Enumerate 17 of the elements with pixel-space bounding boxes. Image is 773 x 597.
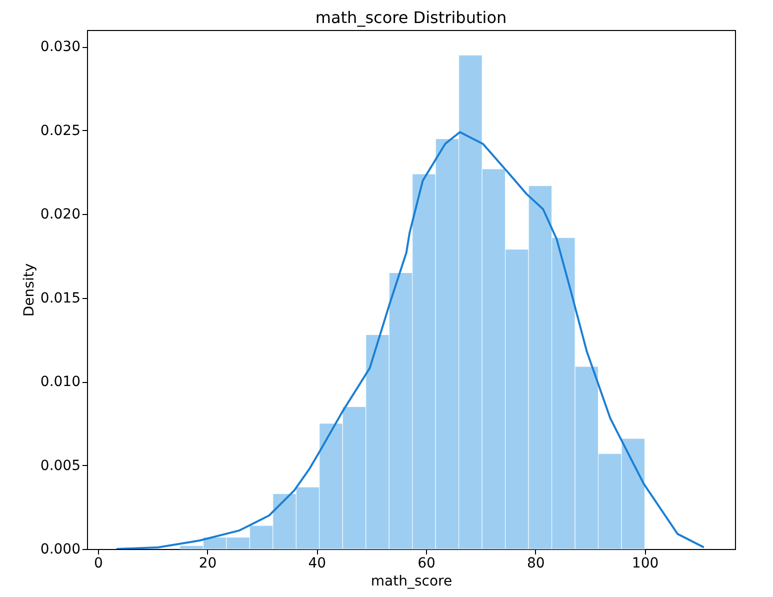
y-tick-label: 0.020 xyxy=(40,206,80,223)
x-tick-label: 100 xyxy=(632,556,659,572)
x-tick-label: 60 xyxy=(418,556,436,572)
x-tick-label: 80 xyxy=(526,556,545,572)
y-tick-label: 0.015 xyxy=(40,290,80,306)
y-tick-label: 0.010 xyxy=(40,374,80,390)
y-tick-label: 0.030 xyxy=(40,39,80,56)
y-tick-label: 0.000 xyxy=(40,542,80,558)
x-tick-label: 20 xyxy=(198,556,217,572)
y-tick-label: 0.005 xyxy=(40,458,80,474)
x-tick-label: 40 xyxy=(308,556,326,572)
x-tick-label: 0 xyxy=(94,556,103,572)
y-axis-title: Density xyxy=(21,263,38,317)
y-tick-label: 0.025 xyxy=(40,122,80,139)
chart-title: math_score Distribution xyxy=(315,8,507,27)
line-series xyxy=(116,131,705,549)
x-axis-title: math_score xyxy=(370,574,452,590)
